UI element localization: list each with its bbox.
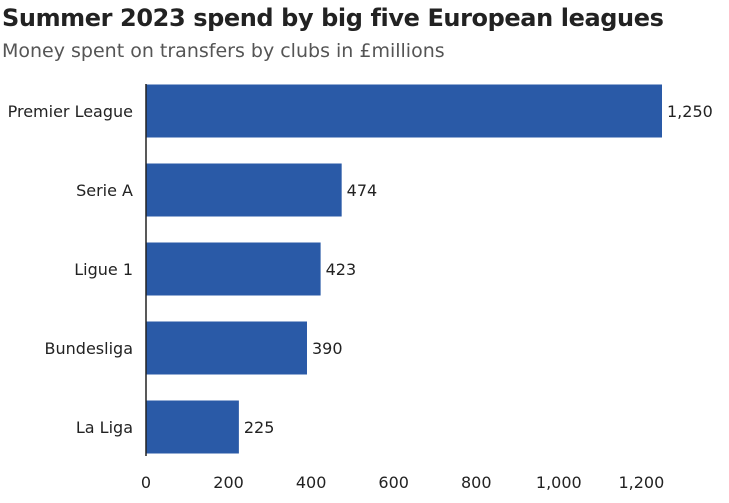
category-label-bundesliga: Bundesliga: [45, 339, 133, 358]
category-label-premier-league: Premier League: [8, 102, 133, 121]
labels-layer: Premier League 1,250 Serie A 474 Ligue 1 423 B…: [8, 102, 713, 437]
x-tick-label-400: 400: [296, 473, 327, 492]
category-label-la-liga: La Liga: [76, 418, 133, 437]
value-label-la-liga: 225: [244, 418, 275, 437]
bar-serie-a: [146, 163, 342, 217]
x-tick-label-0: 0: [141, 473, 151, 492]
x-tick-label-800: 800: [461, 473, 492, 492]
value-label-ligue-1: 423: [326, 260, 357, 279]
x-tick-label-600: 600: [378, 473, 409, 492]
category-label-serie-a: Serie A: [76, 181, 133, 200]
chart-title: Summer 2023 spend by big five European l…: [2, 4, 664, 32]
bar-premier-league: [146, 84, 662, 138]
x-tick-label-1-000: 1,000: [536, 473, 582, 492]
value-label-bundesliga: 390: [312, 339, 343, 358]
x-axis-ticks: 0 200 400 600 800 1,000 1,200: [141, 473, 664, 492]
bar-bundesliga: [146, 321, 307, 375]
bars-layer: [146, 84, 662, 454]
x-tick-label-200: 200: [213, 473, 244, 492]
bar-la-liga: [146, 400, 239, 454]
x-tick-label-1-200: 1,200: [618, 473, 664, 492]
category-label-ligue-1: Ligue 1: [74, 260, 133, 279]
chart-subtitle: Money spent on transfers by clubs in £mi…: [2, 40, 445, 62]
value-label-premier-league: 1,250: [667, 102, 713, 121]
value-label-serie-a: 474: [347, 181, 378, 200]
bar-ligue-1: [146, 242, 321, 296]
